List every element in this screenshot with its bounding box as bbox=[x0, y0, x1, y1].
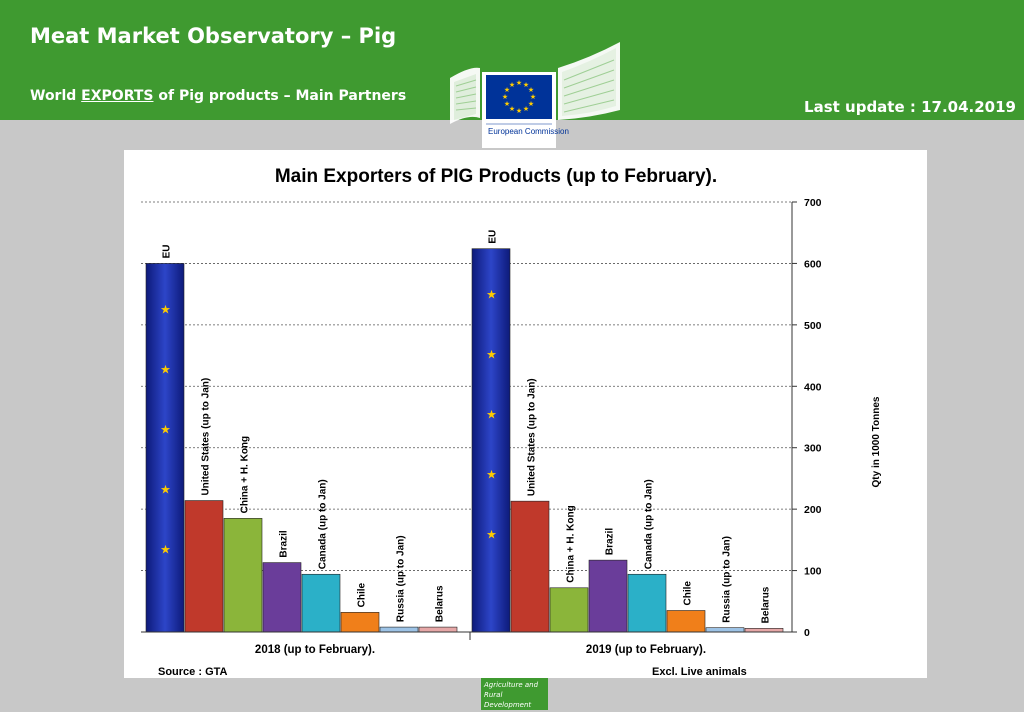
bar-belarus-2018 bbox=[418, 626, 458, 633]
bar-label-eu: EU bbox=[162, 245, 173, 259]
bar-brazil-2018 bbox=[262, 562, 302, 633]
bar-label-chile: Chile bbox=[357, 582, 368, 607]
gridlines bbox=[141, 201, 792, 571]
bar-label-russia-up-to-jan: Russia (up to Jan) bbox=[722, 536, 733, 623]
bar-label-canada-up-to-jan: Canada (up to Jan) bbox=[644, 479, 655, 569]
eu-star-decoration: ★ bbox=[160, 542, 171, 556]
svg-text:★: ★ bbox=[528, 100, 534, 108]
y-tick-label: 0 bbox=[804, 627, 810, 639]
svg-text:★: ★ bbox=[504, 100, 510, 108]
bar-russia-up-to-jan-2019 bbox=[705, 627, 745, 633]
y-tick-label: 200 bbox=[804, 504, 822, 516]
bar-label-eu: EU bbox=[488, 230, 499, 244]
bar-label-chile: Chile bbox=[683, 581, 694, 606]
subtitle-suffix: of Pig products – Main Partners bbox=[153, 88, 407, 104]
y-tick-label: 100 bbox=[804, 566, 822, 578]
chart-panel: Main Exporters of PIG Products (up to Fe… bbox=[124, 150, 927, 678]
y-tick-label: 500 bbox=[804, 320, 822, 332]
bar-label-brazil: Brazil bbox=[279, 530, 290, 557]
eu-star-decoration: ★ bbox=[486, 468, 497, 482]
svg-text:★: ★ bbox=[509, 81, 515, 89]
bar-china-h-kong-2018 bbox=[223, 518, 263, 633]
svg-text:★: ★ bbox=[516, 107, 522, 115]
bar-label-belarus: Belarus bbox=[435, 585, 446, 622]
page-title: Meat Market Observatory – Pig bbox=[30, 24, 397, 48]
eu-stars: ★ ★★★★★ ★★★★★★ bbox=[502, 79, 536, 115]
source-note: Source : GTA bbox=[158, 666, 228, 678]
bar-brazil-2019 bbox=[588, 559, 628, 633]
agriculture-badge: Agriculture and Rural Development bbox=[481, 678, 548, 710]
y-axis: 0 100 200 300 400 500 600 700 bbox=[141, 197, 822, 640]
svg-text:★: ★ bbox=[530, 93, 536, 101]
eu-star-decoration: ★ bbox=[160, 302, 171, 316]
svg-text:★: ★ bbox=[502, 93, 508, 101]
bar-united-states-up-to-jan-2019 bbox=[510, 500, 550, 633]
eu-star-decoration: ★ bbox=[160, 362, 171, 376]
bar-label-russia-up-to-jan: Russia (up to Jan) bbox=[396, 535, 407, 622]
svg-text:★: ★ bbox=[504, 86, 510, 94]
svg-text:★: ★ bbox=[509, 105, 515, 113]
bar-chile-2019 bbox=[666, 610, 706, 633]
bar-eu-2018 bbox=[145, 263, 185, 633]
eu-star-decoration: ★ bbox=[160, 482, 171, 496]
bar-china-h-kong-2019 bbox=[549, 587, 589, 633]
chart-title: Main Exporters of PIG Products (up to Fe… bbox=[275, 166, 717, 187]
bar-chile-2018 bbox=[340, 612, 380, 633]
eu-star-decoration: ★ bbox=[486, 348, 497, 362]
y-tick-label: 300 bbox=[804, 443, 822, 455]
eu-star-decoration: ★ bbox=[486, 408, 497, 422]
bar-label-canada-up-to-jan: Canada (up to Jan) bbox=[318, 479, 329, 569]
bar-belarus-2019 bbox=[744, 628, 784, 633]
eu-star-decoration: ★ bbox=[160, 422, 171, 436]
page-subtitle: World EXPORTS of Pig products – Main Par… bbox=[30, 88, 406, 104]
eu-star-decoration: ★ bbox=[486, 528, 497, 542]
bar-united-states-up-to-jan-2018 bbox=[184, 500, 224, 633]
group-label-2019: 2019 (up to February). bbox=[586, 644, 706, 656]
group-label-2018: 2018 (up to February). bbox=[255, 644, 375, 656]
bar-label-china-h-kong: China + H. Kong bbox=[240, 436, 251, 514]
bar-label-brazil: Brazil bbox=[605, 528, 616, 555]
exclusion-note: Excl. Live animals bbox=[652, 666, 747, 678]
last-update-label: Last update : 17.04.2019 bbox=[804, 98, 1016, 116]
exporters-bar-chart: Main Exporters of PIG Products (up to Fe… bbox=[141, 166, 882, 678]
y-axis-label: Qty in 1000 Tonnes bbox=[871, 396, 882, 487]
svg-text:★: ★ bbox=[528, 86, 534, 94]
european-commission-logo: ★ ★★★★★ ★★★★★★ European Commission bbox=[450, 42, 620, 148]
bar-russia-up-to-jan-2018 bbox=[379, 626, 419, 633]
bar-canada-up-to-jan-2019 bbox=[627, 573, 667, 633]
svg-text:★: ★ bbox=[523, 81, 529, 89]
bar-label-united-states-up-to-jan: United States (up to Jan) bbox=[201, 378, 212, 496]
y-tick-label: 600 bbox=[804, 258, 822, 270]
bar-label-united-states-up-to-jan: United States (up to Jan) bbox=[527, 378, 538, 496]
logo-text: European Commission bbox=[488, 127, 569, 136]
svg-text:★: ★ bbox=[516, 79, 522, 87]
svg-text:★: ★ bbox=[523, 105, 529, 113]
subtitle-prefix: World bbox=[30, 88, 82, 104]
bar-canada-up-to-jan-2018 bbox=[301, 573, 341, 633]
bars: ★ ★ ★ ★ ★ EU United States (up to Jan) China + … bbox=[145, 230, 784, 633]
y-tick-label: 700 bbox=[804, 197, 822, 209]
bar-label-belarus: Belarus bbox=[761, 586, 772, 623]
bar-eu-2019 bbox=[471, 248, 511, 633]
eu-flag bbox=[486, 75, 552, 119]
subtitle-emphasis: EXPORTS bbox=[81, 88, 154, 104]
eu-star-decoration: ★ bbox=[486, 288, 497, 302]
y-tick-label: 400 bbox=[804, 381, 822, 393]
bar-label-china-h-kong: China + H. Kong bbox=[566, 505, 577, 583]
